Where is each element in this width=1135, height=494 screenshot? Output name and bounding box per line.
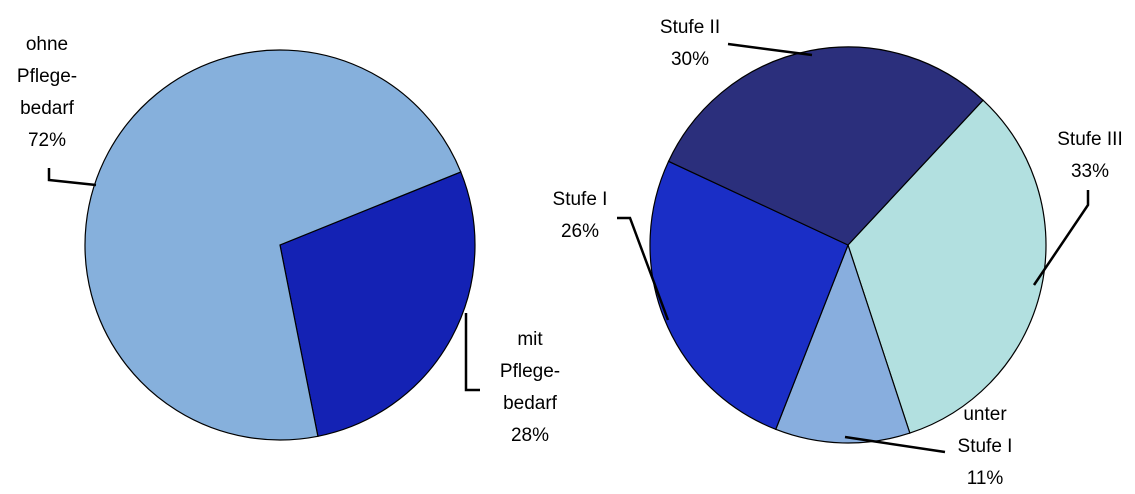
pie: Stufe III 33% unter Stufe I 11% Stufe I 26% Stu… (553, 17, 1123, 489)
leader-line (1032, 190, 1090, 286)
slice-label: unter (963, 404, 1007, 425)
slice-label: mit (517, 329, 543, 350)
pie-slice (279, 171, 476, 437)
slice-label: Pflege- (17, 66, 77, 87)
slice-label: Stufe I (553, 189, 608, 210)
leader-line (464, 313, 480, 392)
pie-slice (649, 160, 849, 431)
pie-slice (667, 46, 984, 246)
slice-label: Pflege- (500, 361, 560, 382)
pie-slice (847, 99, 1047, 434)
slice-label: Stufe I (958, 436, 1013, 457)
value-label: 11% (967, 468, 1004, 489)
slice-label: Stufe III (1057, 129, 1122, 150)
slice-label: ohne (26, 34, 68, 55)
leader-line (617, 216, 670, 321)
pie-slice (84, 49, 462, 441)
value-label: 26% (561, 221, 599, 242)
slice-label: bedarf (503, 393, 558, 414)
slice-label: Stufe II (660, 17, 720, 38)
value-label: 30% (671, 49, 709, 70)
pie-slice (774, 243, 911, 444)
value-label: 72% (28, 130, 66, 151)
slice-label: bedarf (20, 98, 75, 119)
pie: mit Pflege-bedarf 28% ohne Pflege-bedarf 72% (17, 34, 560, 446)
value-label: 33% (1071, 161, 1109, 182)
leader-line (727, 42, 813, 57)
value-label: 28% (511, 425, 549, 446)
leader-line (47, 168, 97, 187)
leader-line (844, 435, 946, 454)
